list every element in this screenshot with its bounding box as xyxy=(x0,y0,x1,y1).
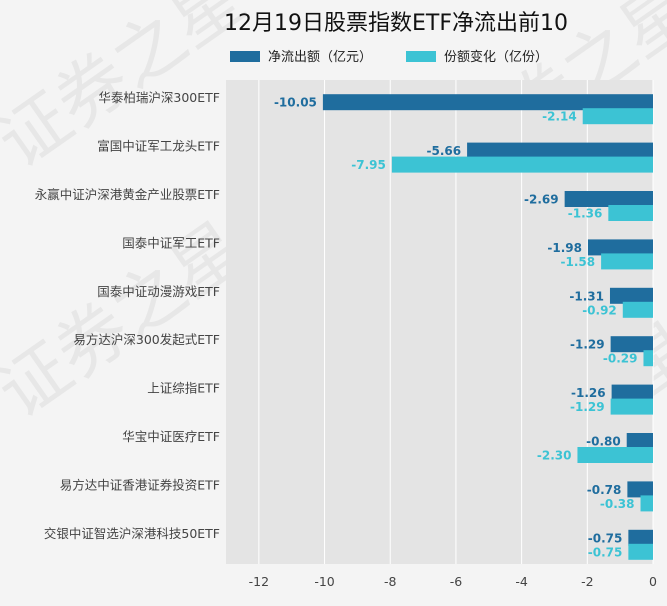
bar-net-outflow xyxy=(628,529,653,546)
value-label-net-outflow: -1.26 xyxy=(571,386,606,400)
x-axis: -12 -10 -8 -6 -4 -2 0 xyxy=(249,574,657,589)
value-label-share-change: -0.38 xyxy=(600,497,635,511)
value-label-net-outflow: -2.69 xyxy=(524,193,559,207)
bar-share-change xyxy=(640,495,653,512)
value-label-share-change: -1.29 xyxy=(570,400,605,414)
bar-net-outflow xyxy=(627,481,653,498)
value-label-share-change: -0.29 xyxy=(603,352,638,366)
legend-swatch-share-change xyxy=(406,51,436,62)
bar-share-change xyxy=(391,156,653,173)
value-label-net-outflow: -0.78 xyxy=(587,483,622,497)
legend-label-share-change: 份额变化（亿份） xyxy=(444,49,548,65)
value-label-share-change: -2.30 xyxy=(537,449,572,463)
value-label-share-change: -1.36 xyxy=(568,207,603,221)
bar-net-outflow xyxy=(564,191,653,207)
category-labels: 华泰柏瑞沪深300ETF 富国中证军工龙头ETF 永赢中证沪深港黄金产业股票ETF 国… xyxy=(35,90,220,541)
legend-swatch-net-outflow xyxy=(230,51,260,62)
bar-net-outflow xyxy=(609,287,653,304)
bars: -10.05 -2.14 -5.66 -7.95 -2.69 -1.36 -1.98-1.5… xyxy=(274,94,653,560)
category-label: 上证综指ETF xyxy=(147,381,220,396)
bar-net-outflow xyxy=(467,142,653,159)
bar-net-outflow xyxy=(611,384,653,401)
bar-net-outflow xyxy=(610,336,653,353)
value-label-share-change: -0.75 xyxy=(588,545,623,559)
value-label-share-change: -2.14 xyxy=(542,110,577,124)
value-label-net-outflow: -1.98 xyxy=(547,241,582,255)
value-label-share-change: -7.95 xyxy=(351,158,386,172)
bar-net-outflow xyxy=(587,239,653,256)
category-label: 易方达沪深300发起式ETF xyxy=(73,332,220,347)
value-label-net-outflow: -1.31 xyxy=(569,289,604,303)
chart-title: 12月19日股票指数ETF净流出前10 xyxy=(224,11,568,36)
bar-net-outflow xyxy=(626,433,653,449)
category-label: 易方达中证香港证券投资ETF xyxy=(60,477,220,492)
category-label: 国泰中证军工ETF xyxy=(122,235,220,250)
category-label: 国泰中证动漫游戏ETF xyxy=(97,284,220,299)
value-label-net-outflow: -0.75 xyxy=(588,531,623,545)
x-tick-label: -8 xyxy=(384,574,397,589)
x-tick-label: -12 xyxy=(249,574,269,589)
bar-share-change xyxy=(582,108,653,125)
bar-share-change xyxy=(643,350,653,367)
chart-legend: 净流出额（亿元） 份额变化（亿份） xyxy=(230,49,548,65)
x-tick-label: -4 xyxy=(515,574,528,589)
bar-share-change xyxy=(628,543,653,560)
bar-net-outflow xyxy=(322,94,653,111)
value-label-share-change: -0.92 xyxy=(582,303,617,317)
category-label: 华泰柏瑞沪深300ETF xyxy=(98,90,220,105)
category-label: 华宝中证医疗ETF xyxy=(122,429,220,444)
x-tick-label: -2 xyxy=(581,574,593,589)
bar-share-change xyxy=(601,253,653,270)
category-label: 交银中证智选沪深港科技50ETF xyxy=(44,526,220,541)
x-tick-label: 0 xyxy=(649,574,657,589)
x-tick-label: -10 xyxy=(314,574,334,589)
value-label-net-outflow: -0.80 xyxy=(586,435,621,449)
value-label-net-outflow: -5.66 xyxy=(426,144,461,158)
bar-share-change xyxy=(577,447,653,463)
value-label-net-outflow: -1.29 xyxy=(570,338,605,352)
bar-share-change xyxy=(622,301,653,318)
category-label: 富国中证军工龙头ETF xyxy=(97,139,220,154)
legend-label-net-outflow: 净流出额（亿元） xyxy=(268,50,372,65)
x-tick-label: -6 xyxy=(450,574,463,589)
bar-share-change xyxy=(608,205,653,221)
value-label-share-change: -1.58 xyxy=(561,255,596,269)
bar-share-change xyxy=(610,398,653,415)
value-label-net-outflow: -10.05 xyxy=(274,96,317,110)
category-label: 永赢中证沪深港黄金产业股票ETF xyxy=(35,187,220,202)
